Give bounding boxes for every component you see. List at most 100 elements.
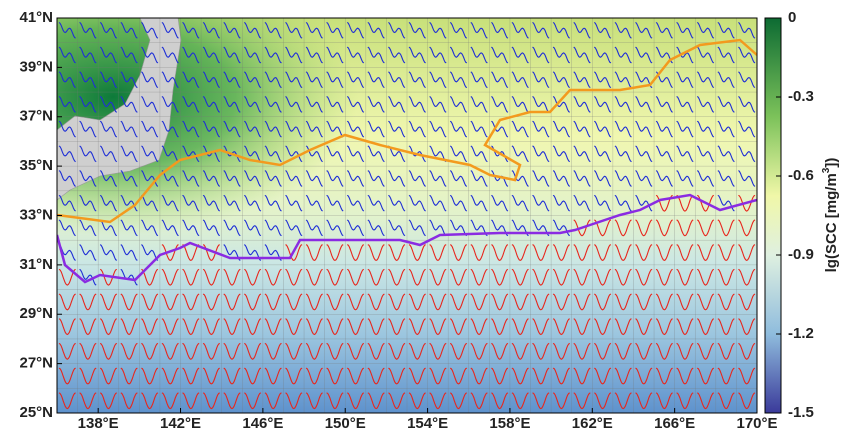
wave-blue (491, 120, 509, 138)
wave-red (285, 318, 303, 336)
wave-blue (491, 46, 509, 64)
wave-red (305, 392, 323, 410)
wave-blue (202, 145, 221, 163)
wave-red (285, 392, 303, 410)
wave-red (614, 244, 632, 262)
wave-blue (738, 71, 756, 89)
wave-blue (388, 170, 406, 187)
wave-blue (243, 96, 262, 113)
wave-red (182, 268, 200, 286)
wave-blue (408, 96, 426, 113)
wave-red (717, 268, 735, 286)
wave-red (99, 318, 118, 336)
wave-red (552, 342, 570, 360)
wave-red (429, 342, 447, 360)
wave-blue (491, 21, 509, 39)
wave-blue (79, 170, 97, 187)
wave-blue (511, 21, 529, 39)
wave-blue (635, 120, 653, 138)
wave-red (470, 392, 488, 410)
wave-red (367, 392, 385, 410)
x-tick-label: 138°E (78, 415, 119, 432)
wave-blue (388, 46, 406, 64)
wave-blue (79, 194, 97, 212)
wave-red (614, 219, 632, 237)
wave-blue (161, 170, 179, 187)
wave-red (202, 392, 220, 410)
wave-red (738, 268, 756, 286)
wave-red (305, 342, 323, 360)
wave-red (676, 392, 694, 410)
wave-blue (388, 71, 406, 89)
wave-red (326, 293, 344, 311)
wave-red (491, 392, 509, 410)
wave-blue (614, 71, 632, 89)
wave-blue (202, 170, 221, 187)
wave-red (449, 268, 468, 286)
x-tick-label: 166°E (654, 415, 695, 432)
wave-red (346, 293, 365, 311)
wave-red (326, 268, 344, 286)
wave-red (696, 268, 715, 286)
wave-blue (470, 21, 488, 39)
wave-red (635, 244, 653, 262)
wave-blue (326, 71, 344, 89)
wave-blue (182, 194, 200, 212)
wave-blue (593, 46, 612, 64)
wave-blue (161, 21, 179, 39)
wave-blue (573, 194, 591, 212)
wave-red (738, 318, 756, 336)
wave-red (388, 268, 406, 286)
wave-red (696, 219, 715, 237)
wave-glyphs (58, 21, 756, 410)
wave-red (676, 219, 694, 237)
wave-blue (470, 194, 488, 212)
wave-red (552, 244, 570, 262)
wave-blue (614, 120, 632, 138)
wave-blue (511, 46, 529, 64)
wave-blue (470, 145, 488, 163)
wave-red (655, 318, 673, 336)
wave-blue (243, 46, 262, 64)
wave-blue (243, 71, 262, 89)
wave-red (738, 244, 756, 262)
wave-blue (635, 71, 653, 89)
wave-blue (141, 145, 159, 163)
wave-red (223, 293, 241, 311)
wave-blue (738, 120, 756, 138)
wave-blue (99, 194, 118, 212)
wave-red (614, 367, 632, 385)
wave-red (470, 318, 488, 336)
wave-blue (202, 96, 221, 113)
wave-blue (264, 219, 282, 237)
wave-blue (285, 120, 303, 138)
colorbar-tick-label: -1.2 (788, 325, 814, 342)
wave-blue (202, 21, 221, 39)
wave-blue (429, 120, 447, 138)
wave-blue (58, 96, 76, 113)
wave-red (676, 367, 694, 385)
wave-blue (79, 71, 97, 89)
colorbar-tick-label: -0.9 (788, 246, 814, 263)
wave-blue (305, 71, 323, 89)
wave-blue (696, 96, 715, 113)
wave-blue (532, 194, 550, 212)
wave-blue (202, 194, 221, 212)
wave-blue (655, 71, 673, 89)
wave-blue (573, 71, 591, 89)
wave-blue (141, 46, 159, 64)
wave-red (696, 244, 715, 262)
wave-blue (449, 194, 468, 212)
wave-blue (511, 120, 529, 138)
wave-red (346, 367, 365, 385)
wave-red (573, 367, 591, 385)
wave-blue (552, 194, 571, 212)
wave-blue (141, 120, 159, 138)
wave-blue (408, 219, 426, 237)
wave-blue (99, 21, 118, 39)
wave-red (244, 293, 262, 311)
wave-blue (202, 46, 221, 64)
wave-blue (367, 219, 385, 237)
wave-blue (264, 21, 282, 39)
wave-blue (696, 120, 715, 138)
